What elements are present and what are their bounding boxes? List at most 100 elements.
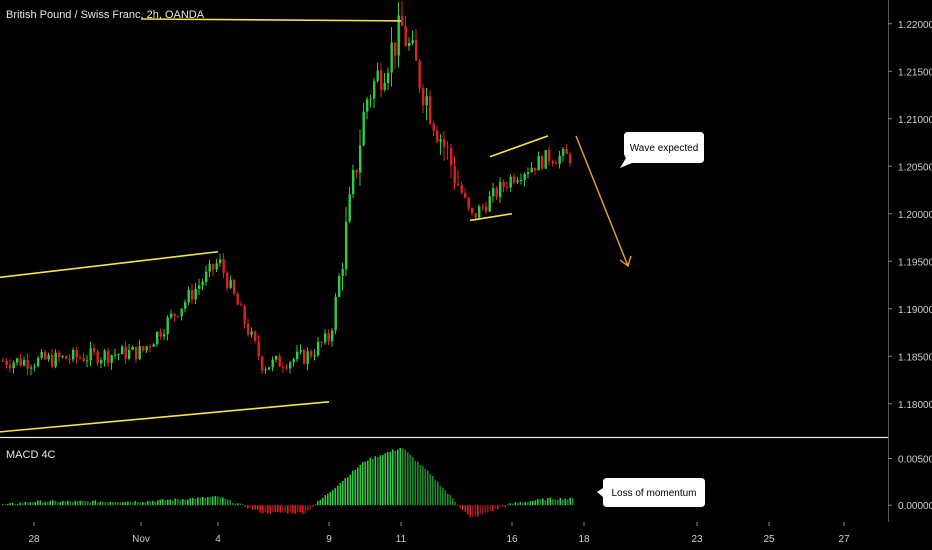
candle-body [348, 194, 351, 222]
macd-bar [262, 505, 264, 514]
candle-body [548, 150, 551, 162]
price-tick-label: 1.21000 [898, 115, 932, 126]
candle-body [418, 60, 421, 88]
macd-bar [462, 505, 464, 511]
candle-body [47, 355, 50, 360]
candle-body [117, 354, 120, 356]
candle-body [450, 147, 453, 166]
candle-body [12, 362, 15, 369]
candle-body [310, 351, 313, 357]
macd-bar [234, 503, 237, 506]
macd-bar [487, 505, 489, 513]
macd-bar [74, 500, 77, 506]
macd-bar [49, 500, 52, 506]
macd-bar [459, 505, 462, 508]
candle-body [338, 275, 341, 297]
candle-body [569, 153, 572, 164]
macd-bar [367, 460, 369, 506]
candle-body [187, 290, 190, 303]
candle-body [565, 149, 568, 154]
candle-body [9, 365, 12, 369]
candle-body [257, 341, 260, 357]
candle-body [191, 290, 194, 300]
candle-body [19, 358, 22, 366]
macd-bar [259, 505, 262, 513]
candle-body [51, 355, 54, 367]
candle-body [282, 366, 285, 368]
macd-bar [232, 503, 234, 506]
macd-bar [169, 499, 172, 506]
macd-bar [254, 505, 257, 510]
macd-bar [492, 505, 494, 512]
macd-bar [362, 462, 364, 506]
candle-body [530, 167, 533, 173]
macd-bar [542, 498, 544, 506]
macd-bar [222, 497, 224, 506]
macd-bar [392, 449, 394, 506]
candle-body [345, 221, 348, 270]
candle-body [275, 356, 278, 360]
macd-bar [349, 474, 352, 506]
macd-bar [419, 465, 422, 506]
wave-expected-label: Wave expected [630, 143, 699, 154]
candle-body [408, 42, 411, 46]
macd-bar [242, 504, 244, 506]
candle-body [121, 346, 124, 355]
candle-body [30, 367, 33, 369]
macd-bar [444, 490, 447, 506]
macd-bar [434, 480, 437, 506]
macd-bar [79, 500, 82, 506]
candle-body [110, 355, 113, 363]
candle-body [387, 72, 390, 83]
macd-bar [214, 496, 217, 506]
price-tick-label: 1.20000 [898, 210, 932, 221]
time-tick-label: 9 [326, 534, 332, 545]
candle-body [159, 331, 162, 337]
macd-bar [414, 460, 417, 506]
macd-bar [377, 457, 379, 506]
trendlines [0, 18, 632, 433]
price-tick-label: 1.22000 [898, 20, 932, 31]
macd-bar [467, 505, 469, 515]
candle-body [65, 355, 68, 360]
macd-bar [212, 496, 214, 506]
macd-bar [57, 502, 59, 506]
macd-bar [379, 455, 382, 506]
candle-body [194, 288, 197, 300]
macd-bar [312, 505, 314, 508]
price-tick-label: 1.19500 [898, 257, 932, 268]
macd-bar [522, 502, 524, 506]
price-tick-label: 1.18500 [898, 352, 932, 363]
macd-bar [264, 505, 267, 512]
macd-bar [544, 500, 547, 506]
macd-bar [527, 502, 529, 506]
macd-bar [442, 488, 444, 506]
candle-body [219, 259, 222, 264]
macd-bar [489, 505, 492, 512]
candle-body [23, 359, 26, 366]
macd-bar [422, 465, 424, 506]
macd-bar [97, 502, 99, 506]
macd-bar [509, 503, 512, 506]
candle-body [215, 263, 218, 270]
macd-bar [424, 468, 427, 506]
macd-bar [207, 497, 209, 506]
candle-body [100, 360, 103, 364]
candle-body [397, 15, 400, 56]
candle-body [145, 346, 148, 351]
candle-body [471, 207, 474, 214]
candle-body [436, 130, 439, 142]
candle-body [320, 341, 323, 343]
candle-body [443, 139, 446, 147]
candle-body [506, 186, 509, 188]
macd-bar [37, 500, 39, 506]
macd-bar [64, 501, 67, 506]
candle-body [317, 341, 320, 356]
macd-bar [127, 501, 129, 506]
macd-bar [322, 497, 324, 506]
macd-bar [494, 505, 497, 509]
macd-bar [187, 499, 189, 506]
candle-body [502, 182, 505, 187]
candle-body [488, 196, 491, 212]
